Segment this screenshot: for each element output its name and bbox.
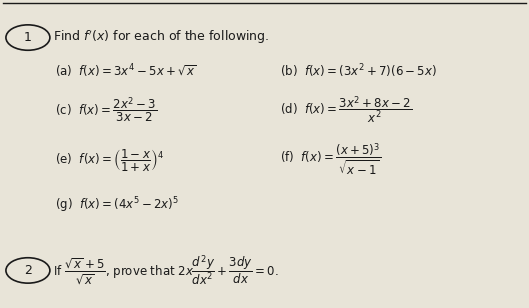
- Text: (d)  $f(x) = \dfrac{3x^2 + 8x - 2}{x^2}$: (d) $f(x) = \dfrac{3x^2 + 8x - 2}{x^2}$: [280, 94, 412, 126]
- Text: 2: 2: [24, 264, 32, 277]
- Text: (b)  $f(x) = (3x^2 + 7)(6 - 5x)$: (b) $f(x) = (3x^2 + 7)(6 - 5x)$: [280, 62, 437, 80]
- Text: (a)  $f(x) = 3x^4 - 5x + \sqrt{x}$: (a) $f(x) = 3x^4 - 5x + \sqrt{x}$: [55, 62, 197, 80]
- Text: If $\dfrac{\sqrt{x} + 5}{\sqrt{x}}$, prove that $2x\dfrac{d^2y}{dx^2} + \dfrac{3: If $\dfrac{\sqrt{x} + 5}{\sqrt{x}}$, pro…: [52, 253, 278, 287]
- Text: 1: 1: [24, 31, 32, 44]
- Text: (g)  $f(x) = (4x^5 - 2x)^5$: (g) $f(x) = (4x^5 - 2x)^5$: [55, 196, 179, 215]
- Text: Find $f'(x)$ for each of the following.: Find $f'(x)$ for each of the following.: [52, 29, 269, 46]
- Text: (c)  $f(x) = \dfrac{2x^2 - 3}{3x - 2}$: (c) $f(x) = \dfrac{2x^2 - 3}{3x - 2}$: [55, 95, 158, 125]
- Text: (e)  $f(x) = \left(\dfrac{1 - x}{1 + x}\right)^4$: (e) $f(x) = \left(\dfrac{1 - x}{1 + x}\r…: [55, 147, 164, 173]
- Text: (f)  $f(x) = \dfrac{(x + 5)^3}{\sqrt{x - 1}}$: (f) $f(x) = \dfrac{(x + 5)^3}{\sqrt{x - …: [280, 142, 381, 178]
